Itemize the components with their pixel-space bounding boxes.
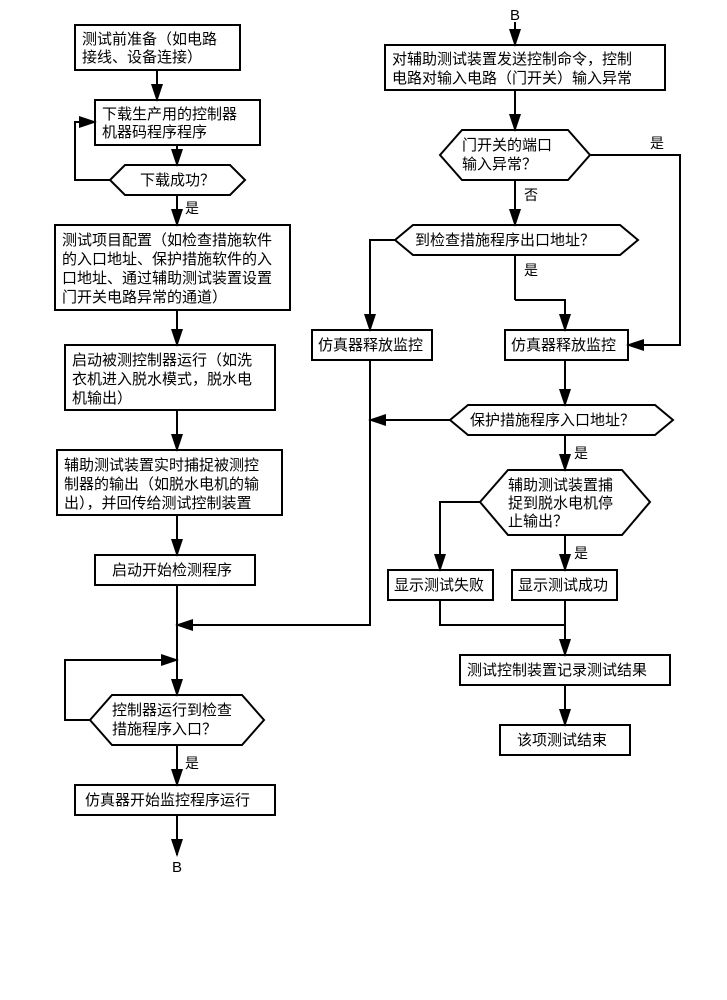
n7-line0: 启动开始检测程序 [112,562,232,579]
r6-line2: 止输出？ [508,513,568,530]
n4-line0: 测试项目配置（如检查措施软件 [62,232,272,249]
n6-line1: 制器的输出（如脱水电机的输 [64,476,259,493]
r3-line0: 到检查措施程序出口地址？ [415,232,595,249]
r1-line0: 对辅助测试装置发送控制命令，控制 [392,50,632,68]
r7a-line0: 显示测试失败 [394,577,484,594]
connector-b-top: B [510,7,520,24]
r9-line0: 该项测试结束 [517,732,607,749]
n8-line1: 措施程序入口？ [112,721,217,738]
n8-yes: 是 [185,755,199,771]
r4a-line0: 仿真器释放监控 [318,336,423,354]
r4b-line0: 仿真器释放监控 [511,336,616,354]
r2-line0: 门开关的端口 [462,137,552,154]
n9-line0: 仿真器开始监控程序运行 [85,791,250,809]
n5-line0: 启动被测控制器运行（如洗 [72,352,252,369]
n1-line1: 接线、设备连接） [82,49,202,66]
r6-yes: 是 [574,545,588,561]
n3-line0: 下载成功？ [140,172,215,189]
n5-line1: 衣机进入脱水模式，脱水电 [72,371,252,388]
n1-line0: 测试前准备（如电路 [82,31,217,48]
r2-no: 否 [524,187,538,203]
r3-yes: 是 [524,262,538,278]
r5-line0: 保护措施程序入口地址？ [470,412,635,429]
r6-line0: 辅助测试装置捕 [508,477,613,494]
n3-yes: 是 [185,200,199,216]
n2-line1: 机器码程序程序 [102,124,207,141]
connector-b-bottom: B [172,859,182,876]
r7b-line0: 显示测试成功 [518,577,608,594]
n6-line0: 辅助测试装置实时捕捉被测控 [64,457,259,474]
r2-yes: 是 [650,135,664,151]
n8-line0: 控制器运行到检查 [112,702,232,719]
n4-line3: 门开关电路异常的通道） [62,289,227,306]
r8-line0: 测试控制装置记录测试结果 [467,662,647,679]
r6-line1: 捉到脱水电机停 [508,495,613,512]
r2-line1: 输入异常？ [462,156,537,173]
r5-yes: 是 [574,445,588,461]
n6-line2: 出），并回传给测试控制装置 [64,495,252,512]
n2-line0: 下载生产用的控制器 [102,106,237,123]
n4-line2: 口地址、通过辅助测试装置设置 [62,270,272,287]
n4-line1: 的入口地址、保护措施软件的入 [62,251,272,268]
r1-line1: 电路对输入电路（门开关）输入异常 [392,70,632,87]
n5-line2: 机输出） [72,390,132,407]
